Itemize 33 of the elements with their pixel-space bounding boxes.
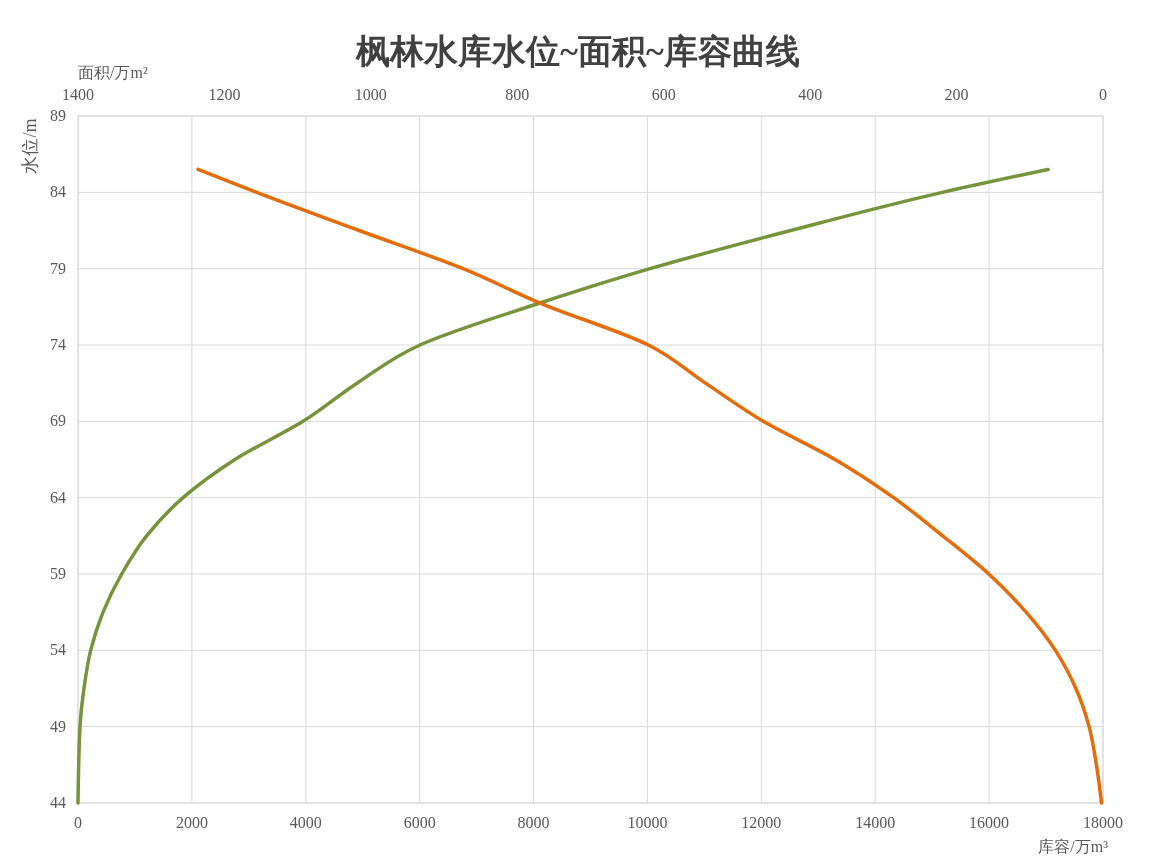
y-tick-label: 44 [50, 794, 66, 811]
x-tick-label: 12000 [741, 814, 782, 831]
x2-tick-label: 400 [798, 86, 823, 103]
x2-tick-label: 200 [944, 86, 969, 103]
y-tick-label: 84 [50, 183, 66, 201]
y-axis-title: 水位/m [20, 118, 40, 174]
x-tick-label: 10000 [627, 814, 668, 831]
x-axis-title: 库容/万m³ [1038, 838, 1109, 855]
x2-tick-label: 1000 [354, 86, 387, 103]
y-tick-label: 79 [50, 259, 66, 277]
x2-axis-title: 面积/万m² [78, 64, 148, 81]
y-tick-label: 59 [50, 565, 66, 582]
x-tick-label: 6000 [403, 814, 436, 831]
x2-tick-label: 1200 [208, 86, 241, 103]
y-tick-label: 69 [50, 412, 66, 430]
line-series [76, 167, 1050, 805]
x-tick-label: 4000 [289, 814, 322, 831]
y-tick-label: 89 [50, 107, 66, 124]
x2-tick-label: 800 [505, 86, 530, 103]
x-tick-label: 14000 [855, 814, 896, 831]
x2-tick-label: 1400 [62, 86, 94, 103]
x-tick-label: 16000 [969, 814, 1010, 831]
x2-tick-label: 0 [1099, 86, 1107, 103]
y-tick-label: 49 [50, 717, 66, 735]
y-tick-label: 54 [50, 641, 66, 659]
x-tick-label: 18000 [1083, 814, 1123, 831]
x-tick-label: 8000 [517, 814, 550, 831]
chart-title: 枫林水库水位~面积~库容曲线 [355, 33, 800, 70]
x-tick-label: 0 [74, 814, 82, 831]
y-tick-label: 74 [50, 336, 66, 353]
y-tick-label: 64 [50, 488, 66, 506]
x-tick-label: 2000 [175, 814, 208, 831]
x2-tick-label: 600 [651, 86, 676, 103]
